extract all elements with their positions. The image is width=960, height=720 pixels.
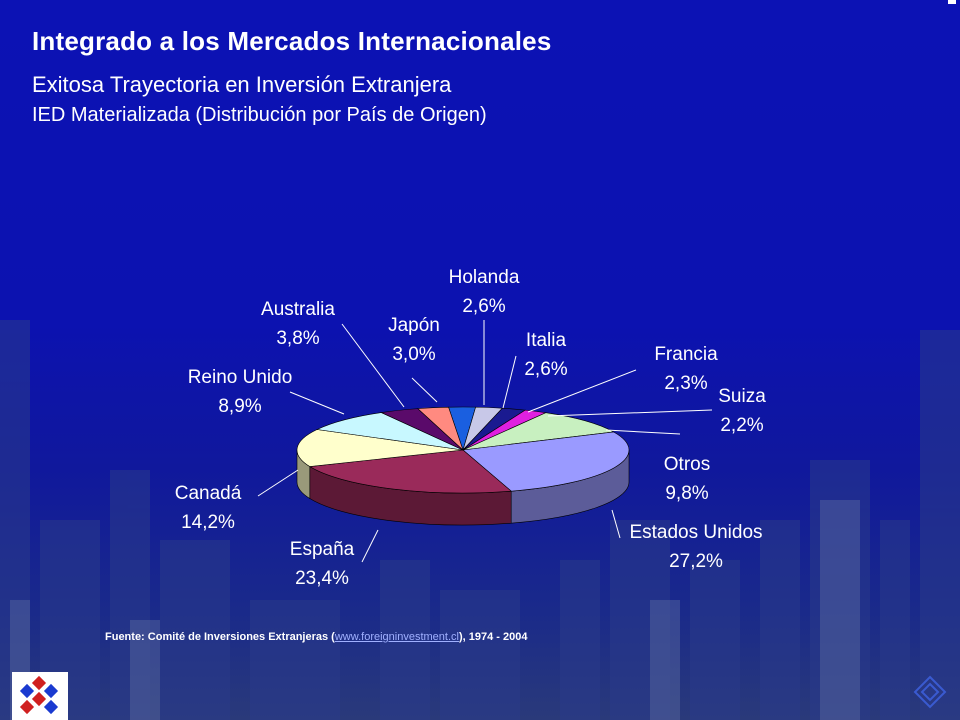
- pie-slice-7: [296, 429, 464, 467]
- slice-value-label-4: 9,8%: [665, 483, 708, 504]
- leader-line-9: [341, 323, 405, 408]
- slice-value-label-0: 2,6%: [462, 296, 505, 317]
- leader-line-6: [361, 529, 379, 563]
- navigation-icon[interactable]: [912, 674, 948, 710]
- pie-slice-8: [316, 412, 464, 451]
- chart-title: IED Materializada (Distribución por País…: [32, 104, 487, 126]
- corner-mark: [948, 0, 956, 4]
- slice-label-10: Japón: [388, 315, 440, 336]
- logo-icon: [12, 672, 68, 720]
- pie-slice-10: [417, 406, 464, 451]
- slice-label-3: Suiza: [718, 386, 766, 407]
- slice-value-label-7: 14,2%: [181, 512, 235, 533]
- source-prefix: Fuente: Comité de Inversiones Extranjera…: [105, 631, 335, 643]
- slice-label-5: Estados Unidos: [629, 522, 762, 543]
- slice-label-0: Holanda: [449, 267, 520, 288]
- slice-value-label-3: 2,2%: [720, 415, 763, 436]
- slice-label-6: España: [290, 539, 355, 560]
- leader-line-4: [605, 429, 681, 435]
- slice-value-label-5: 27,2%: [669, 551, 723, 572]
- slice-label-8: Reino Unido: [188, 367, 293, 388]
- pie-slice-5: [462, 431, 630, 492]
- pie-slice-4: [462, 412, 615, 451]
- source-link[interactable]: www.foreigninvestment.cl: [334, 631, 459, 643]
- slice-label-1: Italia: [526, 330, 567, 351]
- slice-value-label-9: 3,8%: [276, 328, 319, 349]
- leader-line-8: [289, 391, 345, 415]
- slice-value-label-1: 2,6%: [524, 359, 567, 380]
- leader-line-5: [611, 509, 621, 539]
- slice-value-label-10: 3,0%: [392, 344, 435, 365]
- slice-label-7: Canadá: [175, 483, 242, 504]
- leader-line-2: [527, 369, 637, 413]
- slide-title: Integrado a los Mercados Internacionales: [32, 26, 552, 56]
- leader-line-7: [257, 469, 299, 497]
- slice-value-label-2: 2,3%: [664, 373, 707, 394]
- slice-value-label-6: 23,4%: [295, 568, 349, 589]
- leader-line-10: [411, 377, 438, 403]
- source-note: Fuente: Comité de Inversiones Extranjera…: [105, 631, 527, 643]
- slide-subtitle: Exitosa Trayectoria en Inversión Extranj…: [32, 72, 452, 97]
- slice-label-4: Otros: [664, 454, 710, 475]
- leader-line-3: [547, 409, 713, 417]
- slice-label-2: Francia: [654, 344, 718, 365]
- pie-slice-6: [308, 449, 512, 494]
- slice-value-label-8: 8,9%: [218, 396, 261, 417]
- leader-line-1: [502, 355, 517, 409]
- slice-label-9: Australia: [261, 299, 335, 320]
- source-suffix: ), 1974 - 2004: [458, 631, 528, 643]
